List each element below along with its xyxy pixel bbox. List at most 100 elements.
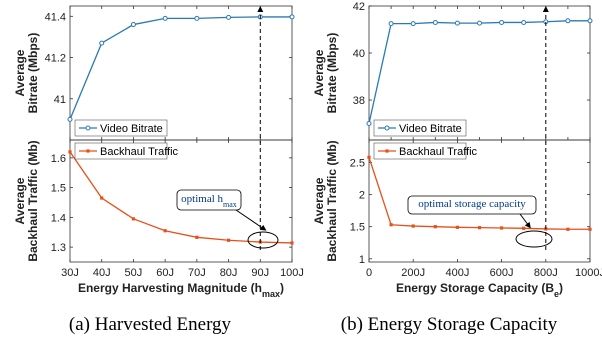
x-tick-label: 200J <box>401 267 425 279</box>
plot-frame <box>69 139 293 263</box>
legend-label: Backhaul Traffic <box>100 146 179 158</box>
data-point <box>68 150 72 154</box>
y-tick-label: 1.6 <box>51 153 66 165</box>
data-point <box>289 14 295 20</box>
chart-b-backhaul: 1 1.5 2 2.5 0 200J 400J 600J 800J 1000J Average Bac… <box>312 6 602 299</box>
caption-a: (a) Harvested Energy <box>69 314 232 335</box>
y-axis-label: Average <box>312 49 326 96</box>
y-tick-label: 38 <box>353 95 365 107</box>
x-tick-label: 1000J <box>575 267 602 279</box>
data-point <box>163 229 167 233</box>
data-point <box>411 224 415 228</box>
legend-marker <box>86 149 90 153</box>
y-axis-label: Average <box>13 49 27 96</box>
x-tick-label: 400J <box>445 267 469 279</box>
data-point <box>162 15 168 21</box>
data-point <box>226 238 231 242</box>
legend-box <box>74 119 168 137</box>
y-tick-label: 2 <box>359 190 365 202</box>
data-point <box>290 241 294 245</box>
annotation-pointer <box>235 209 267 231</box>
legend: Video Bitrate <box>74 119 168 137</box>
data-point <box>454 20 460 26</box>
optimal-ellipse <box>515 230 553 248</box>
x-tick-label: 100J <box>280 267 304 279</box>
x-tick-label: 800J <box>534 267 558 279</box>
annotation-text: optimal hmax <box>181 193 237 209</box>
data-point <box>522 226 526 230</box>
data-point <box>455 225 459 229</box>
data-point <box>131 217 136 221</box>
legend: Backhaul Traffic <box>373 142 478 160</box>
data-point <box>588 227 592 231</box>
chart-a-backhaul: 1.3 1.4 1.5 1.6 30J 40J 50J 60J 70J 80J 90J 100J Ave… <box>13 6 304 299</box>
y-tick-label: 2.5 <box>350 157 365 169</box>
data-point <box>477 226 482 230</box>
series-line <box>69 16 292 120</box>
y-tick-label: 42 <box>353 1 365 13</box>
legend-marker <box>85 125 91 131</box>
data-point <box>226 14 232 20</box>
data-point <box>388 21 394 27</box>
y-tick-label: 40 <box>353 48 365 60</box>
x-tick-label: 80J <box>220 267 238 279</box>
optimal-ellipse <box>247 231 279 249</box>
data-point <box>194 15 200 21</box>
x-tick-label: 30J <box>61 267 79 279</box>
data-point <box>477 20 482 26</box>
y-axis-label: Bitrate (Mbps) <box>325 33 339 114</box>
y-tick-label: 1 <box>359 254 365 266</box>
data-point <box>566 227 570 231</box>
x-tick-label: 40J <box>93 267 111 279</box>
legend-marker <box>385 149 389 153</box>
series-line <box>368 157 590 230</box>
legend-label: Video Bitrate <box>100 123 163 135</box>
legend: Video Bitrate <box>373 119 467 137</box>
data-point <box>130 22 136 28</box>
data-point <box>195 235 199 239</box>
data-point <box>389 223 393 227</box>
data-point <box>367 155 371 159</box>
x-tick-label: 0 <box>366 267 372 279</box>
series-line <box>69 151 293 244</box>
y-tick-label: 1.3 <box>51 242 66 254</box>
annotation-box <box>176 189 242 211</box>
data-point <box>521 19 527 25</box>
annotation-text: optimal storage capacity <box>418 198 526 210</box>
data-point <box>500 226 504 230</box>
data-point <box>100 196 104 200</box>
chart-b-bitrate: 38 40 42 Average Bitrate (Mbps) Video Bitrate <box>312 1 593 141</box>
data-point <box>432 19 438 25</box>
data-point <box>565 18 571 24</box>
legend-marker <box>384 125 390 131</box>
x-tick-label: 70J <box>188 267 206 279</box>
chart-a-bitrate: 41 41.2 41.4 Average Bitrate (Mbps) Video Bit… <box>13 5 295 141</box>
data-point <box>410 21 416 27</box>
x-tick-label: 90J <box>251 267 269 279</box>
data-point <box>433 225 437 229</box>
legend-box <box>74 142 168 160</box>
x-axis-label: Energy Harvesting Magnitude (hmax) <box>78 281 284 299</box>
y-axis-label: Backhaul Traffic (Mb) <box>325 140 339 261</box>
y-tick-label: 1.5 <box>350 222 365 234</box>
legend-box <box>373 119 467 137</box>
legend-label: Video Bitrate <box>399 123 462 135</box>
plot-frame <box>368 139 591 263</box>
y-axis-label: Bitrate (Mbps) <box>26 33 40 114</box>
x-tick-label: 50J <box>125 267 143 279</box>
x-tick-label: 60J <box>156 267 174 279</box>
data-point <box>366 121 372 127</box>
y-tick-label: 41.4 <box>45 11 66 23</box>
y-axis-label: Backhaul Traffic (Mb) <box>26 140 40 261</box>
legend-box <box>373 142 467 160</box>
legend: Backhaul Traffic <box>74 142 179 160</box>
caption-b: (b) Energy Storage Capacity <box>341 314 558 335</box>
y-tick-label: 41.2 <box>45 53 66 65</box>
data-point <box>99 40 105 46</box>
data-point <box>587 18 593 24</box>
y-tick-label: 1.5 <box>51 183 66 195</box>
data-point <box>499 19 505 25</box>
x-tick-label: 600J <box>490 267 514 279</box>
annotation-box <box>407 195 537 215</box>
